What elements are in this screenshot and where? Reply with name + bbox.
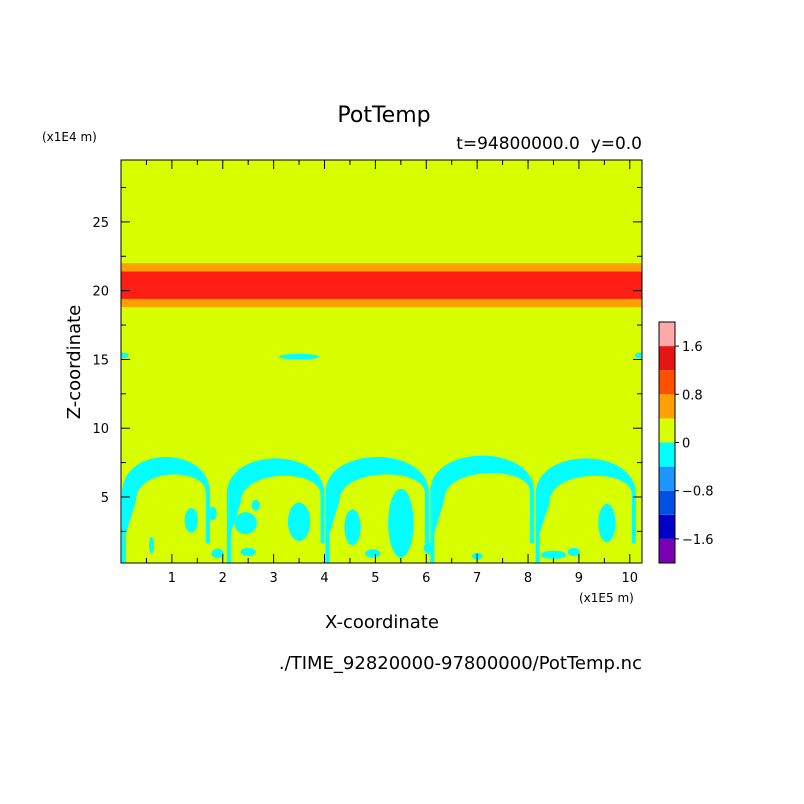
y-tick-label: 10	[92, 422, 109, 437]
x-axis-label: X-coordinate	[325, 612, 439, 633]
axes: 1 2 3 4 5 6 7 8 9 10 5 10 15 20 25	[92, 159, 643, 586]
cool-blob-10	[240, 547, 256, 557]
colorbar-swatch	[659, 466, 675, 491]
plot-frame	[120, 159, 643, 564]
cool-blob-8	[148, 536, 155, 554]
colorbar-swatch	[659, 418, 675, 443]
warm-layer-0	[121, 298, 642, 308]
y-unit-label: (x1E4 m)	[42, 130, 97, 144]
x-tick-label: 6	[422, 571, 430, 586]
cool-blob-7	[598, 503, 616, 543]
warm-layer-1	[121, 271, 642, 299]
cool-blob-11	[365, 549, 381, 558]
x-tick-label: 5	[371, 571, 379, 586]
cool-blob-13	[423, 542, 434, 554]
x-tick-label: 4	[320, 571, 328, 586]
chart-subtitle: t=94800000.0 y=0.0	[456, 134, 642, 154]
colorbar-label: 0	[682, 437, 690, 452]
x-tick-label: 3	[269, 571, 277, 586]
cool-blob-14	[540, 550, 567, 559]
y-axis-label: Z-coordinate	[64, 305, 85, 420]
colorbar-swatch	[659, 322, 675, 347]
cool-blob-17	[121, 352, 129, 359]
colorbar: −1.6 −0.8 0 0.8 1.6	[658, 321, 714, 564]
colorbar-label: −0.8	[682, 485, 714, 500]
colorbar-swatch	[659, 394, 675, 419]
colorbar-swatch	[659, 538, 675, 563]
field	[121, 160, 642, 563]
x-tick-label: 9	[575, 571, 583, 586]
x-tick-label: 7	[473, 571, 481, 586]
warm-layer-2	[121, 263, 642, 272]
cool-blob-1	[208, 506, 217, 521]
field-background	[121, 160, 642, 563]
footer-filename: ./TIME_92820000-97800000/PotTemp.nc	[279, 653, 642, 674]
colorbar-swatch	[659, 442, 675, 467]
colorbar-label: 0.8	[682, 388, 703, 403]
cool-blob-4	[287, 502, 311, 541]
colorbar-swatch	[659, 370, 675, 395]
cool-blob-5	[344, 509, 361, 546]
plot-area	[121, 160, 642, 563]
colorbar-swatch	[659, 514, 675, 539]
cool-blob-0	[184, 507, 198, 533]
y-tick-label: 15	[92, 353, 109, 368]
cool-blob-6	[388, 488, 414, 558]
cool-blob-18	[634, 352, 642, 359]
colorbar-label: 1.6	[682, 340, 703, 355]
cool-blob-9	[211, 548, 224, 559]
y-tick-label: 25	[92, 216, 109, 231]
chart-title: PotTemp	[337, 103, 430, 128]
x-tick-label: 2	[219, 571, 227, 586]
cool-blob-15	[567, 547, 580, 557]
x-tick-label: 10	[622, 571, 639, 586]
y-tick-label: 5	[101, 491, 109, 506]
x-tick-label: 8	[524, 571, 532, 586]
cool-blob-3	[251, 499, 260, 511]
x-tick-label: 1	[168, 571, 176, 586]
y-tick-label: 20	[92, 285, 109, 300]
cool-blob-16	[278, 353, 320, 360]
x-unit-label: (x1E5 m)	[579, 591, 634, 605]
cool-blob-2	[234, 512, 257, 535]
cool-arch-0	[122, 456, 211, 563]
colorbar-label: −1.6	[682, 533, 714, 548]
colorbar-swatch	[659, 346, 675, 371]
colorbar-swatch	[659, 490, 675, 515]
